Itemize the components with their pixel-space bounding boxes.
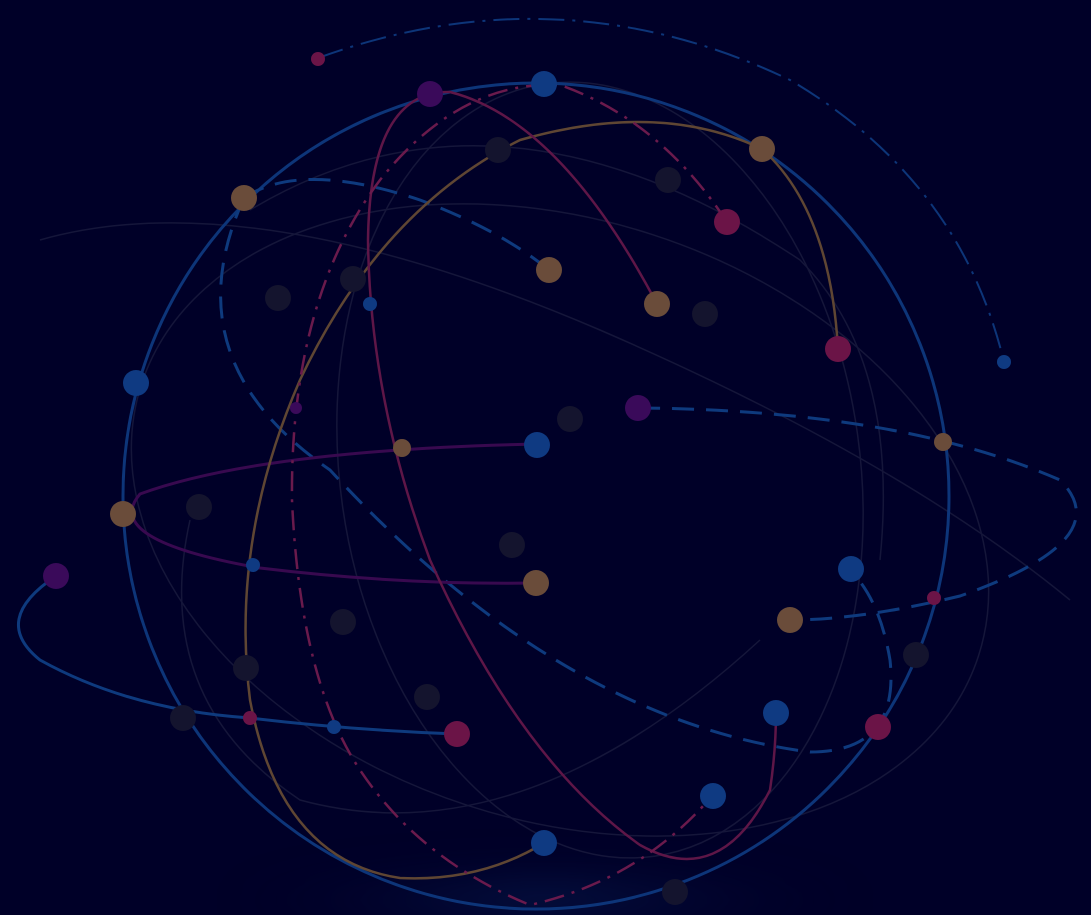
node-tan-small	[393, 439, 411, 457]
node-magenta	[825, 336, 851, 362]
node-blue	[700, 783, 726, 809]
faint-orbits	[39, 81, 1071, 859]
node-faint	[330, 609, 356, 635]
magenta-orbit	[366, 90, 778, 861]
node-tan	[777, 607, 803, 633]
node-tan	[231, 185, 257, 211]
dashed-blue-orbit-top	[243, 178, 550, 272]
node-faint	[340, 266, 366, 292]
node-purple	[625, 395, 651, 421]
node-faint	[557, 406, 583, 432]
node-blue	[838, 556, 864, 582]
node-magenta-small	[243, 711, 257, 725]
node-tan	[523, 570, 549, 596]
tan-orbit	[244, 120, 763, 880]
node-faint	[499, 532, 525, 558]
node-blue-small	[997, 355, 1011, 369]
node-faint	[655, 167, 681, 193]
node-magenta	[444, 721, 470, 747]
node-tan	[110, 501, 136, 527]
purple-equator	[130, 442, 538, 585]
node-faint	[233, 655, 259, 681]
node-faint	[662, 879, 688, 905]
node-faint	[170, 705, 196, 731]
node-purple	[417, 81, 443, 107]
node-tan	[536, 257, 562, 283]
nodes	[43, 52, 1011, 905]
node-blue	[763, 700, 789, 726]
blue-swoop	[16, 574, 458, 736]
outer-dashdot-arc	[317, 17, 1005, 363]
floor-glow	[225, 860, 865, 915]
node-tan	[749, 136, 775, 162]
node-faint	[485, 137, 511, 163]
node-purple-small	[290, 402, 302, 414]
node-purple	[43, 563, 69, 589]
node-faint	[414, 684, 440, 710]
node-faint	[903, 642, 929, 668]
tan-orbit-arc	[761, 148, 840, 350]
node-magenta-small	[311, 52, 325, 66]
node-blue	[524, 432, 550, 458]
dashed-blue-orbit	[219, 197, 893, 754]
node-magenta-small	[927, 591, 941, 605]
node-magenta	[865, 714, 891, 740]
node-faint	[265, 285, 291, 311]
node-faint	[692, 301, 718, 327]
node-magenta	[714, 209, 740, 235]
node-faint	[186, 494, 212, 520]
node-blue	[123, 370, 149, 396]
dashed-blue-equator	[637, 406, 1078, 622]
node-blue-small	[327, 720, 341, 734]
node-tan-small	[934, 433, 952, 451]
node-blue-small	[246, 558, 260, 572]
node-blue	[531, 71, 557, 97]
node-blue	[531, 830, 557, 856]
magenta-dashdot-orbit	[290, 83, 729, 907]
node-tan	[644, 291, 670, 317]
node-blue-small	[363, 297, 377, 311]
